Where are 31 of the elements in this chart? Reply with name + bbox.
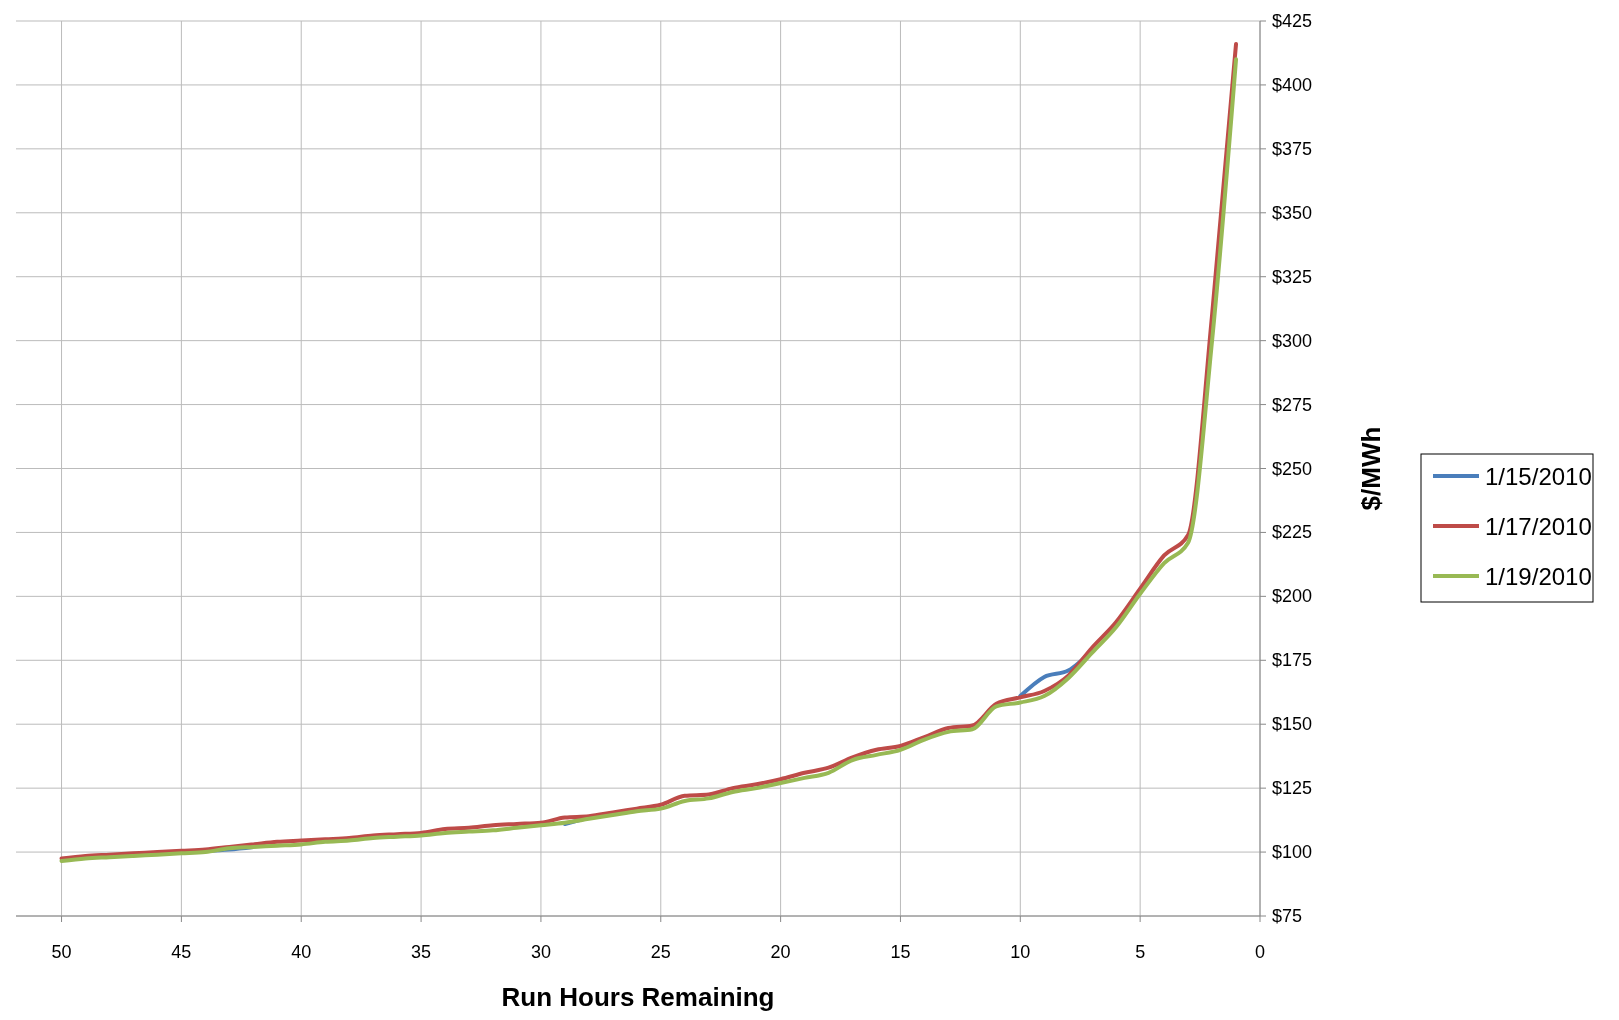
y-tick-label: $200 [1272, 586, 1313, 607]
x-tick-label: 40 [291, 942, 312, 962]
y-axis-title: $/MWh [1356, 426, 1386, 511]
y-tick-label: $375 [1272, 138, 1313, 159]
y-tick-label: $425 [1272, 11, 1313, 31]
legend-label: 1/17/2010 [1485, 513, 1592, 540]
legend-label: 1/15/2010 [1485, 463, 1592, 490]
y-tick-label: $100 [1272, 842, 1313, 863]
x-tick-label: 35 [411, 942, 432, 962]
y-tick-label: $150 [1272, 714, 1313, 735]
x-tick-label: 15 [890, 942, 911, 962]
y-tick-label: $300 [1272, 330, 1313, 351]
y-tick-label: $175 [1272, 650, 1313, 671]
y-tick-label: $400 [1272, 74, 1313, 95]
y-tick-label: $325 [1272, 266, 1313, 287]
x-tick-label: 0 [1254, 942, 1266, 962]
x-tick-label: 20 [770, 942, 791, 962]
x-tick-label: 10 [1010, 942, 1031, 962]
y-tick-label: $350 [1272, 202, 1313, 223]
x-tick-label: 30 [530, 942, 551, 962]
y-tick-label: $275 [1272, 394, 1313, 415]
x-tick-label: 5 [1135, 942, 1146, 962]
x-tick-label: 50 [51, 942, 72, 962]
y-tick-label: $225 [1272, 522, 1313, 543]
y-tick-label: $250 [1272, 458, 1313, 479]
x-tick-label: 45 [171, 942, 192, 962]
y-tick-label: $125 [1272, 778, 1313, 799]
x-tick-label: 25 [650, 942, 671, 962]
legend-label: 1/19/2010 [1485, 563, 1592, 590]
x-axis-title: Run Hours Remaining [501, 982, 775, 1012]
y-tick-label: $75 [1272, 906, 1303, 926]
